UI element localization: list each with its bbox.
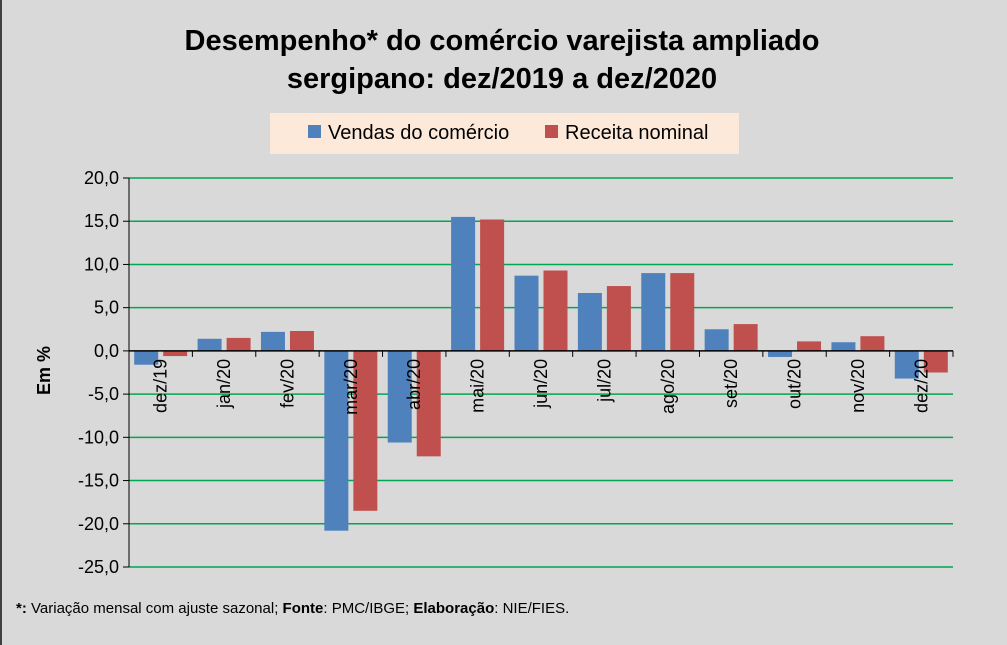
bar-vendas: [324, 350, 349, 531]
bar-receita: [543, 270, 568, 351]
footnote-elab-label: Elaboração: [413, 600, 495, 617]
y-tick-label: -5,0: [88, 384, 119, 404]
bar-receita: [923, 350, 948, 373]
footnote-elab-value: : NIE/FIES.: [494, 600, 570, 617]
bar-vendas: [768, 350, 793, 357]
chart-legend: Vendas do comércio Receita nominal: [270, 113, 739, 154]
bar-receita: [226, 337, 251, 351]
legend-swatch-receita: [545, 125, 558, 139]
y-tick-label: -10,0: [78, 427, 119, 447]
bar-vendas: [894, 350, 919, 379]
x-tick-label: dez/19: [151, 359, 171, 413]
bar-vendas: [514, 275, 539, 351]
footnote: *: Variação mensal com ajuste sazonal; F…: [16, 600, 569, 617]
footnote-fonte-label: Fonte: [282, 600, 324, 617]
bar-vendas: [641, 273, 666, 351]
x-tick-label: ago/20: [658, 359, 678, 414]
x-tick-label: out/20: [785, 359, 805, 409]
legend-swatch-vendas: [308, 125, 321, 139]
chart-title: Desempenho* do comércio varejista amplia…: [102, 22, 902, 98]
bar-receita: [797, 341, 822, 351]
bar-vendas: [577, 292, 602, 351]
y-axis-label: Em %: [34, 346, 54, 395]
x-tick-label: jun/20: [531, 359, 551, 409]
y-tick-label: -25,0: [78, 557, 119, 577]
y-tick-label: 15,0: [84, 211, 119, 231]
bar-vendas: [831, 342, 856, 351]
footnote-text: Variação mensal com ajuste sazonal;: [26, 600, 283, 617]
footnote-marker: *:: [16, 600, 27, 617]
x-tick-label: fev/20: [277, 359, 297, 408]
x-tick-label: mar/20: [341, 359, 361, 415]
bar-receita: [163, 350, 188, 357]
legend-item-receita: Receita nominal: [545, 113, 708, 154]
y-tick-label: 5,0: [94, 298, 119, 318]
chart-title-line-2: sergipano: dez/2019 a dez/2020: [286, 63, 718, 95]
legend-label-receita: Receita nominal: [565, 122, 709, 144]
y-tick-label: 10,0: [84, 254, 119, 274]
x-tick-label: dez/20: [911, 359, 931, 413]
x-tick-label: nov/20: [848, 359, 868, 413]
x-tick-label: jul/20: [594, 359, 614, 403]
bar-vendas: [134, 350, 159, 365]
bar-receita: [606, 286, 631, 351]
x-tick-label: set/20: [721, 359, 741, 408]
y-tick-label: 20,0: [84, 168, 119, 188]
x-tick-label: mai/20: [468, 359, 488, 413]
footnote-fonte-value: : PMC/IBGE;: [323, 600, 414, 617]
bar-vendas: [197, 338, 222, 351]
bar-receita: [670, 273, 695, 351]
bar-receita: [860, 336, 885, 351]
legend-label-vendas: Vendas do comércio: [328, 122, 510, 144]
bar-receita: [733, 324, 758, 351]
bar-vendas: [704, 329, 729, 351]
y-tick-label: -20,0: [78, 514, 119, 534]
bar-vendas: [260, 331, 285, 351]
chart-title-line-1: Desempenho* do comércio varejista amplia…: [184, 25, 820, 57]
x-tick-label: jan/20: [214, 359, 234, 409]
bar-receita: [353, 350, 378, 511]
y-tick-label: -15,0: [78, 471, 119, 491]
bar-receita: [416, 350, 441, 457]
bar-receita: [289, 331, 314, 351]
y-tick-label: 0,0: [94, 341, 119, 361]
x-tick-label: abr/20: [404, 359, 424, 410]
bar-vendas: [451, 216, 476, 351]
legend-item-vendas: Vendas do comércio: [308, 113, 509, 154]
bar-receita: [480, 219, 505, 351]
bar-vendas: [387, 350, 412, 443]
